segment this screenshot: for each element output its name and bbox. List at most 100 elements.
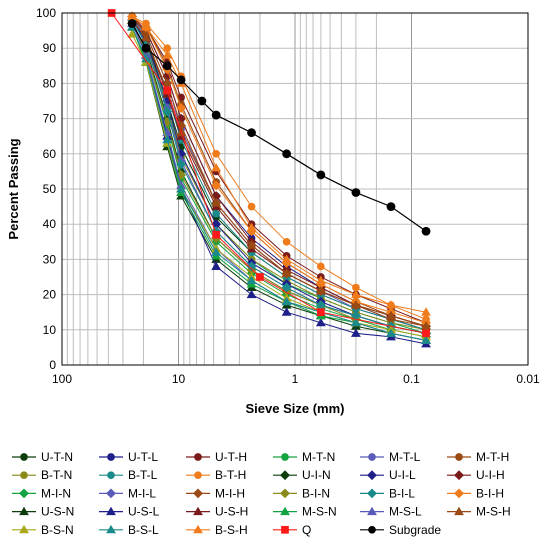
- data-point: [386, 202, 396, 212]
- data-point: [127, 29, 138, 38]
- legend-marker: [20, 471, 28, 480]
- data-point: [163, 44, 172, 53]
- data-point: [247, 202, 256, 211]
- series-line: [131, 33, 427, 338]
- legend-marker: [367, 506, 377, 516]
- legend-item: M-S-H: [447, 505, 511, 519]
- legend-label: B-T-H: [215, 468, 246, 482]
- data-point: [176, 159, 186, 170]
- legend-item: U-I-L: [360, 468, 416, 482]
- data-point: [315, 286, 326, 295]
- data-point: [127, 19, 137, 28]
- data-point: [282, 149, 292, 159]
- legend-label: B-T-L: [128, 468, 158, 482]
- data-point: [212, 230, 221, 239]
- legend-item: B-T-H: [186, 468, 246, 482]
- legend-item: Subgrade: [360, 523, 441, 537]
- data-point: [162, 61, 172, 71]
- legend-marker: [107, 453, 115, 461]
- legend-marker: [106, 524, 116, 534]
- series-u-s-n: [127, 22, 431, 344]
- legend-item: Q: [273, 523, 311, 537]
- legend-item: M-S-N: [273, 505, 337, 519]
- legend-label: B-T-N: [41, 468, 72, 482]
- legend-marker: [280, 506, 290, 516]
- legend-marker: [194, 471, 202, 480]
- legend-label: U-S-L: [128, 505, 160, 519]
- data-point: [316, 262, 325, 271]
- data-point: [351, 310, 361, 321]
- legend-label: Q: [302, 523, 311, 537]
- x-tick-label: 0.01: [516, 372, 540, 386]
- y-tick-label: 100: [36, 6, 56, 20]
- legend-label: M-T-H: [476, 450, 509, 464]
- legend-label: B-I-N: [302, 486, 330, 500]
- data-point: [316, 308, 325, 317]
- legend-item: M-T-N: [273, 450, 335, 464]
- data-point: [127, 11, 138, 21]
- legend-marker: [106, 506, 116, 516]
- data-point: [352, 283, 360, 292]
- x-axis-label: Sieve Size (mm): [246, 401, 345, 416]
- data-point: [351, 289, 361, 299]
- legend-marker: [368, 525, 376, 534]
- data-point: [246, 275, 257, 285]
- legend-item: M-I-N: [12, 486, 71, 500]
- legend-label: M-S-L: [389, 505, 422, 519]
- data-point: [386, 328, 396, 337]
- series-b-i-l: [127, 15, 431, 339]
- legend-label: U-S-H: [215, 505, 248, 519]
- legend-item: B-S-L: [99, 523, 159, 537]
- legend-label: U-I-L: [389, 468, 416, 482]
- legend-item: U-T-L: [99, 450, 158, 464]
- legend-label: U-T-H: [215, 450, 247, 464]
- data-point: [351, 188, 361, 197]
- x-tick-label: 10: [172, 372, 186, 386]
- series-layer: [107, 9, 431, 348]
- legend-label: U-S-N: [41, 505, 74, 519]
- legend-marker: [20, 453, 28, 461]
- data-point: [176, 170, 186, 180]
- legend-item: B-T-N: [12, 468, 72, 482]
- y-tick-label: 90: [43, 41, 57, 55]
- legend-label: M-I-N: [41, 486, 71, 500]
- legend-label: M-T-N: [302, 450, 335, 464]
- legend-label: U-I-H: [476, 468, 505, 482]
- data-point: [281, 282, 292, 293]
- data-point: [211, 110, 221, 120]
- legend-item: U-S-H: [186, 505, 248, 519]
- legend-marker: [454, 506, 464, 516]
- data-point: [351, 317, 361, 327]
- data-point: [141, 32, 151, 42]
- y-tick-label: 10: [43, 323, 57, 337]
- x-tick-label: 0.1: [403, 372, 420, 386]
- data-point: [176, 113, 186, 124]
- data-point: [162, 134, 173, 144]
- legend-marker: [367, 488, 377, 499]
- legend-item: B-S-H: [186, 523, 248, 537]
- data-point: [162, 50, 173, 59]
- series-m-s-n: [127, 22, 431, 344]
- data-point: [282, 237, 291, 246]
- legend-marker: [193, 488, 203, 499]
- y-axis-label: Percent Passing: [6, 138, 21, 239]
- legend-label: Subgrade: [389, 523, 441, 537]
- y-tick-label: 80: [43, 76, 57, 90]
- legend-marker: [280, 488, 290, 499]
- data-point: [211, 180, 222, 191]
- data-point: [422, 329, 430, 338]
- legend-item: U-I-N: [273, 468, 331, 482]
- legend-label: B-S-H: [215, 523, 248, 537]
- data-point: [211, 191, 222, 201]
- data-point: [162, 106, 173, 117]
- legend-marker: [19, 524, 29, 534]
- legend-label: M-S-H: [476, 505, 511, 519]
- data-point: [421, 307, 431, 316]
- legend-label: M-S-N: [302, 505, 337, 519]
- data-point: [212, 149, 221, 158]
- legend-label: M-I-L: [128, 486, 156, 500]
- x-tick-label: 100: [52, 372, 72, 386]
- data-point: [211, 219, 222, 230]
- y-tick-label: 70: [43, 112, 57, 126]
